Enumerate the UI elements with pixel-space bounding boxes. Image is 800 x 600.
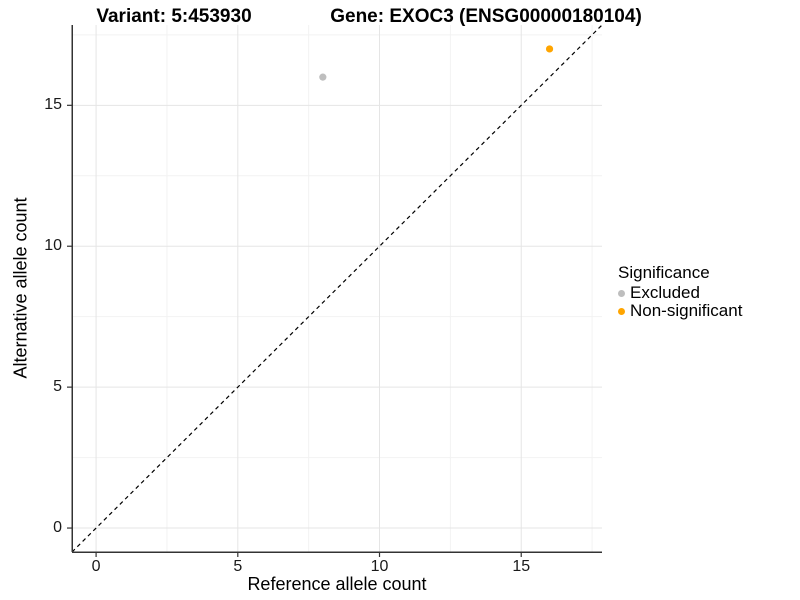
x-tick-label: 5 [233,558,243,575]
data-point-excluded [319,73,327,81]
x-axis-title: Reference allele count [247,574,427,594]
legend-dot-icon [618,307,625,315]
plot-title-gene: Gene: EXOC3 (ENSG00000180104) [330,6,642,27]
x-tick-label: 10 [370,558,389,575]
x-tick-label: 0 [91,558,101,575]
x-tick-label: 15 [512,558,531,575]
y-tick-label: 10 [44,237,62,255]
y-tick-label: 5 [53,378,62,396]
identity-line [71,24,603,553]
legend-items: Excluded Non-significant [618,283,743,320]
legend-item-label: Excluded [630,283,700,302]
legend-item-label: Non-significant [630,301,743,320]
data-point-non-significant [545,45,554,53]
y-axis-title: Alternative allele count [10,197,31,379]
legend-title: Significance [618,263,710,282]
plot-title-variant: Variant: 5:453930 [96,6,252,27]
y-tick-label: 0 [53,519,62,537]
legend-dot-icon [618,289,625,297]
legend-item: Non-significant [618,301,743,320]
legend-item: Excluded [618,283,742,302]
y-tick-label: 15 [44,96,62,114]
legend: Significance Excluded Non-significant [618,263,742,320]
